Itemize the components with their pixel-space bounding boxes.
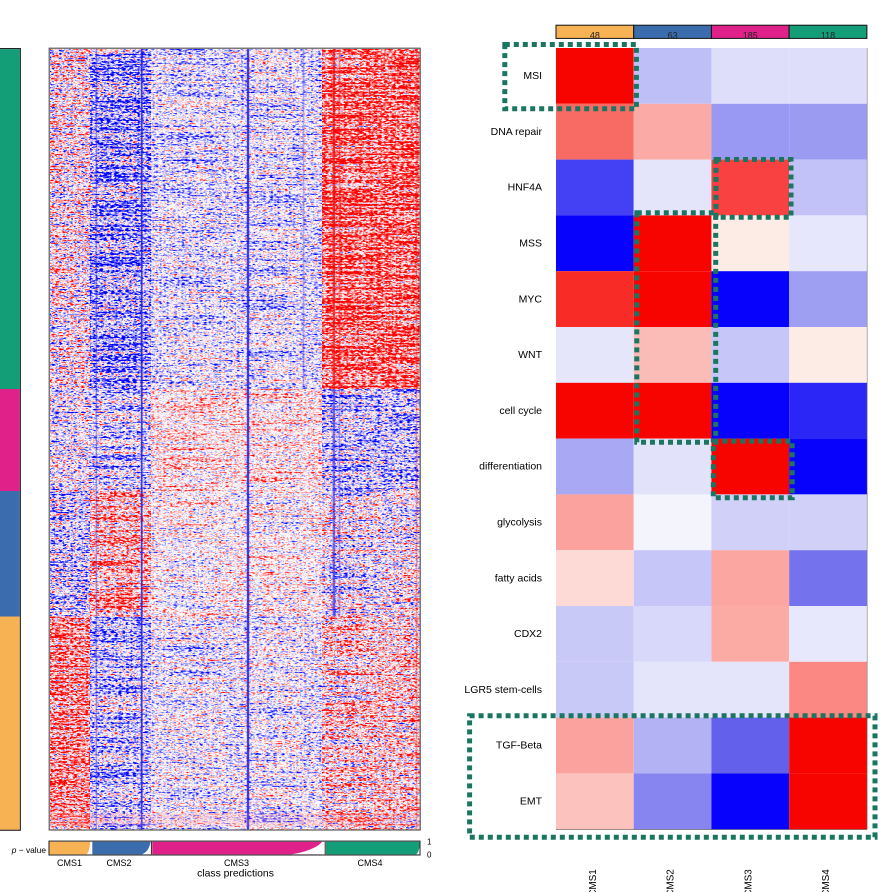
- svg-text:1: 1: [427, 838, 432, 847]
- svg-text:185: 185: [743, 31, 758, 41]
- svg-text:HNF4A: HNF4A: [508, 182, 542, 194]
- svg-text:0: 0: [427, 851, 432, 860]
- svg-text:CMS2: CMS2: [106, 858, 131, 868]
- svg-text:CMS4: CMS4: [357, 858, 382, 868]
- svg-text:DNA repair: DNA repair: [491, 126, 543, 138]
- svg-text:CMS1: CMS1: [588, 869, 599, 892]
- svg-text:cell cycle: cell cycle: [499, 405, 542, 417]
- svg-text:CMS2: CMS2: [666, 869, 677, 892]
- svg-text:glycolysis: glycolysis: [497, 517, 542, 529]
- svg-text:CMS1: CMS1: [57, 858, 82, 868]
- svg-text:WNT: WNT: [518, 349, 542, 361]
- svg-text:TGF-Beta: TGF-Beta: [496, 740, 542, 752]
- svg-text:EMT: EMT: [520, 796, 543, 808]
- svg-text:class predictions: class predictions: [197, 869, 274, 880]
- svg-text:fatty acids: fatty acids: [495, 572, 542, 584]
- svg-text:CMS3: CMS3: [224, 858, 249, 868]
- svg-text:differentiation: differentiation: [479, 461, 542, 473]
- svg-text:CDX2: CDX2: [514, 628, 542, 640]
- svg-text:CMS4: CMS4: [821, 869, 832, 892]
- svg-text:MSS: MSS: [519, 238, 542, 250]
- svg-text:MSI: MSI: [523, 70, 542, 82]
- svg-text:48: 48: [590, 31, 600, 41]
- svg-text:p − value: p − value: [11, 845, 47, 855]
- svg-text:LGR5 stem-cells: LGR5 stem-cells: [464, 684, 542, 696]
- svg-text:118: 118: [821, 31, 835, 41]
- svg-text:63: 63: [668, 31, 678, 41]
- svg-text:MYC: MYC: [519, 293, 543, 305]
- svg-text:CMS3: CMS3: [743, 869, 754, 892]
